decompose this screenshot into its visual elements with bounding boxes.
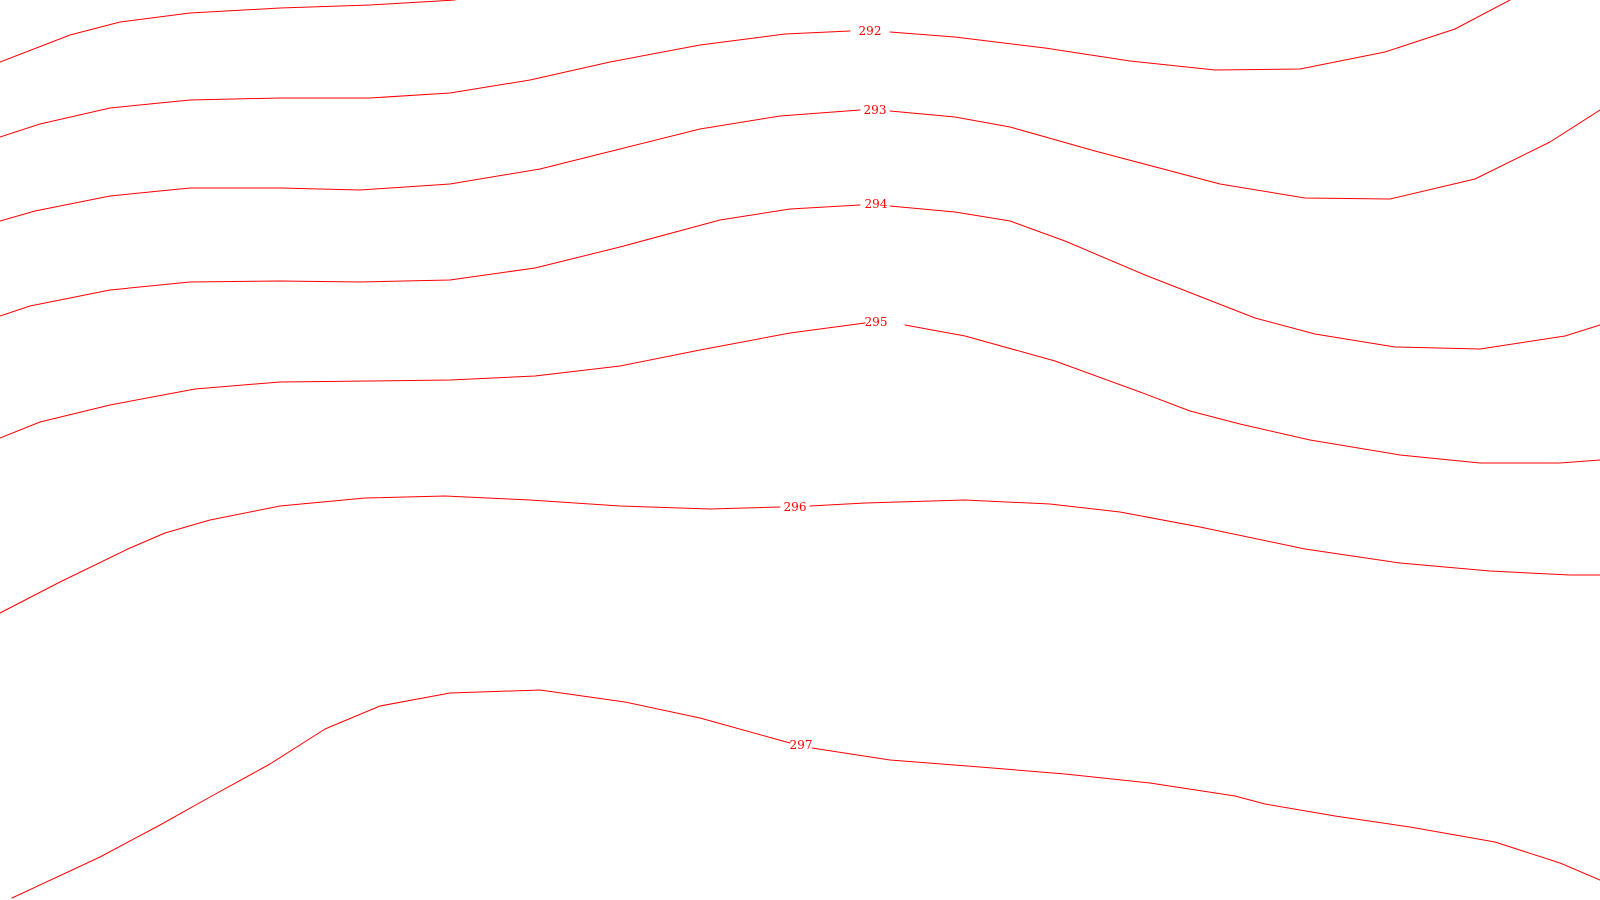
contour-line-296: [809, 499, 1600, 576]
contour-label-294: 294: [865, 197, 888, 211]
contour-label-293: 293: [864, 103, 887, 117]
contour-label-292: 292: [859, 24, 882, 38]
contour-label-297: 297: [790, 738, 813, 752]
contour-line-291: [0, 0, 456, 63]
contour-label-295: 295: [865, 315, 888, 329]
contour-297: 297: [11, 689, 1600, 899]
contour-line-293: [0, 109, 861, 222]
contour-line-295: [904, 324, 1600, 464]
contour-line-292: [0, 30, 851, 138]
contour-294: 294: [0, 197, 1600, 350]
contour-291: [0, 0, 456, 63]
contour-line-294: [889, 205, 1600, 350]
contour-292: 292: [0, 0, 1511, 138]
contour-line-297: [11, 689, 791, 899]
contour-295: 295: [0, 315, 1600, 464]
contour-296: 296: [0, 495, 1600, 614]
contour-line-293: [889, 109, 1600, 200]
contour-line-297: [811, 747, 1600, 881]
contour-line-292: [889, 0, 1511, 71]
contour-line-295: [0, 322, 866, 439]
contour-label-296: 296: [784, 500, 807, 514]
contour-line-294: [0, 204, 861, 317]
contour-line-296: [0, 495, 781, 614]
contour-293: 293: [0, 103, 1600, 222]
